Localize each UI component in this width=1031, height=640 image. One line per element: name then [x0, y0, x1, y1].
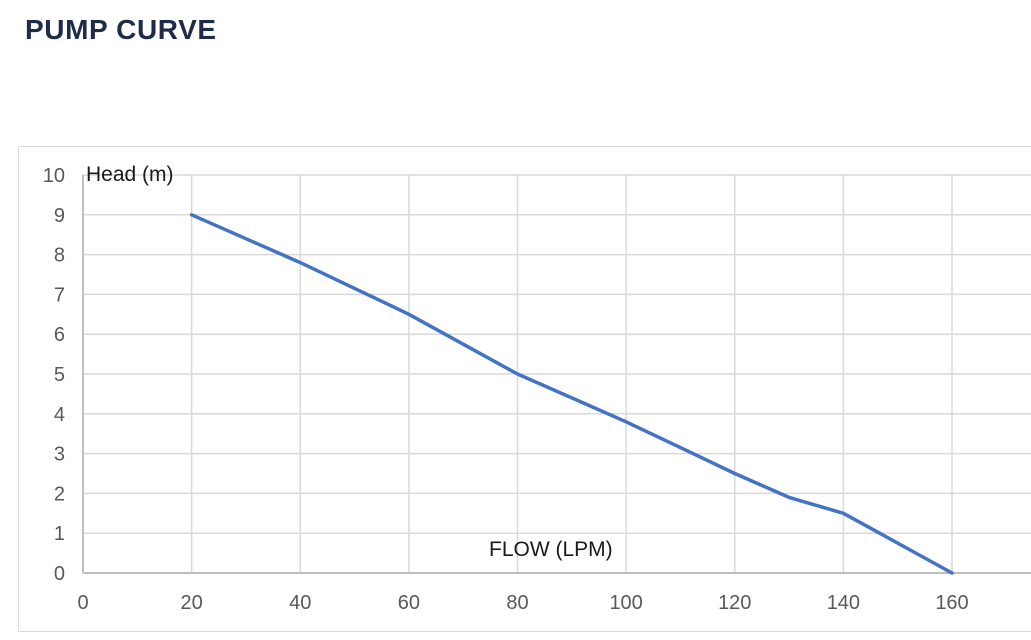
- x-tick-label: 80: [506, 592, 528, 614]
- y-tick-label: 2: [54, 483, 65, 505]
- y-tick-label: 6: [54, 324, 65, 346]
- y-tick-label: 4: [54, 404, 65, 426]
- y-tick-label: 5: [54, 364, 65, 386]
- pump-curve-line: [189, 213, 954, 575]
- x-tick-label: 140: [827, 592, 860, 614]
- y-axis-title: Head (m): [86, 163, 174, 186]
- x-tick-label: 40: [289, 592, 311, 614]
- x-tick-label: 0: [77, 592, 88, 614]
- x-tick-label: 120: [718, 592, 751, 614]
- x-axis-title: FLOW (LPM): [489, 538, 613, 561]
- y-tick-label: 1: [54, 523, 65, 545]
- x-tick-label: 20: [181, 592, 203, 614]
- y-tick-label: 7: [54, 284, 65, 306]
- y-tick-label: 10: [43, 165, 65, 187]
- y-tick-label: 9: [54, 205, 65, 227]
- page-title: PUMP CURVE: [25, 14, 217, 45]
- x-tick-label: 100: [609, 592, 642, 614]
- y-tick-label: 3: [54, 444, 65, 466]
- y-tick-label: 0: [54, 563, 65, 585]
- y-tick-label: 8: [54, 245, 65, 267]
- x-tick-label: 60: [398, 592, 420, 614]
- x-tick-label: 160: [935, 592, 968, 614]
- pump-curve-chart: 0 1 2 3 4 5 6 7 8 9 10 0 20 40 60 80 100 120 140 160 Head (…: [18, 146, 1031, 632]
